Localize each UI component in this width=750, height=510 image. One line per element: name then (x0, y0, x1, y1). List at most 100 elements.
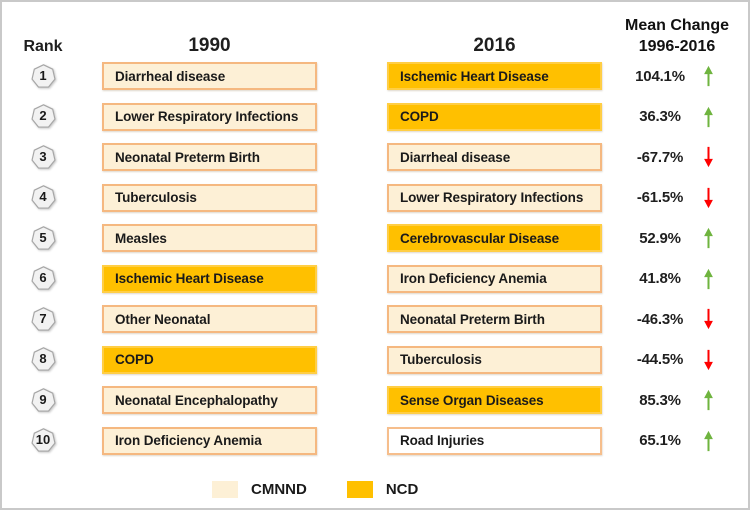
cmnnd-swatch-icon (212, 480, 238, 498)
year-1990-header: 1990 (188, 35, 231, 56)
change-cell: 104.1% (602, 62, 748, 90)
cause-box-2016: Cerebrovascular Disease (387, 224, 602, 252)
rank-badge: 5 (30, 225, 57, 252)
cause-label-1990: Measles (115, 230, 167, 246)
legend-item-ncd: NCD (346, 480, 419, 498)
cause-box-1990: Neonatal Preterm Birth (102, 143, 317, 171)
cause-label-2016: Neonatal Preterm Birth (400, 311, 545, 327)
rank-badge: 8 (30, 346, 57, 373)
trend-arrow-icon (702, 268, 715, 290)
legend-label-ncd: NCD (385, 480, 419, 498)
cause-box-2016: Lower Respiratory Infections (387, 183, 602, 212)
rank-badge: 7 (30, 306, 57, 333)
rank-cell: 7 (2, 305, 102, 333)
rank-number: 2 (39, 108, 47, 123)
legend-item-cmnnd: CMNND (212, 480, 307, 498)
change-cell: -67.7% (602, 143, 748, 171)
cause-label-1990: Other Neonatal (115, 311, 211, 327)
table-row: 6 Ischemic Heart Disease Iron Deficiency… (2, 264, 748, 293)
year-2016-header: 2016 (473, 35, 516, 56)
change-cell: -61.5% (602, 184, 748, 212)
trend-arrow-icon (702, 430, 715, 452)
rank-cell: 8 (2, 346, 102, 374)
change-value: 85.3% (639, 391, 681, 409)
heptagon-icon (30, 225, 56, 250)
change-cell: 36.3% (602, 103, 748, 131)
table-row: 8 COPD Tuberculosis -44.5% (2, 345, 748, 374)
header-row: Rank 1990 2016 Mean Change 1996-2016 (2, 12, 748, 60)
rank-cell: 5 (2, 224, 102, 252)
rank-number: 7 (39, 310, 47, 326)
table-row: 2 Lower Respiratory Infections COPD 36.3… (2, 102, 748, 131)
table-row: 9 Neonatal Encephalopathy Sense Organ Di… (2, 386, 748, 414)
cause-box-2016: Iron Deficiency Anemia (387, 264, 602, 293)
trend-arrow-icon (702, 106, 715, 128)
rank-cell: 9 (2, 386, 102, 414)
rank-number: 1 (39, 67, 47, 83)
trend-arrow-icon (702, 389, 715, 411)
rank-number: 9 (39, 391, 47, 407)
change-cell: 65.1% (602, 427, 748, 455)
trend-arrow-icon (702, 227, 715, 249)
cause-label-2016: COPD (400, 109, 439, 124)
trend-arrow-icon (702, 308, 715, 330)
change-value: 104.1% (635, 67, 685, 85)
trend-arrow-icon (702, 65, 715, 87)
rank-cell: 3 (2, 143, 102, 171)
change-value: -61.5% (636, 189, 684, 206)
mean-change-header: Mean Change 1996-2016 (602, 12, 748, 60)
rank-badge: 4 (30, 184, 57, 211)
cause-label-1990: COPD (115, 352, 154, 367)
heptagon-icon (30, 266, 56, 290)
cause-label-2016: Sense Organ Diseases (400, 392, 544, 408)
cause-box-1990: Neonatal Encephalopathy (102, 386, 317, 414)
cause-box-1990: Tuberculosis (102, 183, 317, 212)
cause-label-1990: Diarrheal disease (115, 68, 226, 84)
change-value: 52.9% (639, 229, 681, 247)
cause-box-1990: COPD (102, 345, 317, 374)
rank-cell: 10 (2, 427, 102, 455)
legend-label-cmnnd: CMNND (251, 480, 307, 498)
trend-arrow-icon (702, 349, 715, 371)
rank-cell: 4 (2, 184, 102, 212)
rank-number: 8 (39, 351, 47, 366)
cause-label-2016: Tuberculosis (400, 352, 482, 367)
cause-label-1990: Lower Respiratory Infections (115, 109, 299, 124)
rank-number: 3 (39, 148, 47, 164)
change-cell: -46.3% (602, 305, 748, 333)
cause-label-1990: Neonatal Preterm Birth (115, 149, 260, 165)
change-value: 41.8% (639, 270, 681, 287)
change-cell: -44.5% (602, 346, 748, 374)
mean-change-header-line1: Mean Change (624, 17, 729, 34)
rank-badge: 10 (30, 427, 57, 454)
heptagon-icon (30, 428, 56, 452)
cause-label-2016: Diarrheal disease (400, 149, 511, 165)
cause-box-2016: Neonatal Preterm Birth (387, 305, 602, 333)
ncd-swatch-icon (346, 480, 373, 498)
cause-label-1990: Iron Deficiency Anemia (115, 433, 262, 448)
cause-box-2016: Tuberculosis (387, 345, 602, 374)
rank-header: Rank (23, 38, 63, 55)
change-value: -46.3% (636, 310, 684, 328)
cause-label-2016: Road Injuries (400, 433, 485, 448)
cause-label-2016: Iron Deficiency Anemia (400, 271, 547, 286)
heptagon-icon (30, 63, 56, 88)
heptagon-icon (30, 306, 56, 331)
cause-box-2016: Ischemic Heart Disease (387, 62, 602, 90)
cause-label-2016: Cerebrovascular Disease (400, 230, 560, 246)
heptagon-icon (30, 144, 56, 169)
cause-box-2016: COPD (387, 102, 602, 131)
cause-box-1990: Lower Respiratory Infections (102, 102, 317, 131)
table-row: 5 Measles Cerebrovascular Disease 52.9% (2, 224, 748, 252)
rank-cell: 2 (2, 103, 102, 131)
change-value: 65.1% (639, 432, 681, 449)
rank-badge: 2 (30, 103, 57, 130)
change-cell: 85.3% (602, 386, 748, 414)
cause-box-2016: Road Injuries (387, 426, 602, 455)
rank-number: 5 (39, 229, 47, 245)
change-value: 36.3% (639, 108, 681, 125)
change-cell: 52.9% (602, 224, 748, 252)
table-row: 4 Tuberculosis Lower Respiratory Infecti… (2, 183, 748, 212)
trend-arrow-icon (702, 187, 715, 209)
rank-badge: 6 (30, 265, 57, 292)
